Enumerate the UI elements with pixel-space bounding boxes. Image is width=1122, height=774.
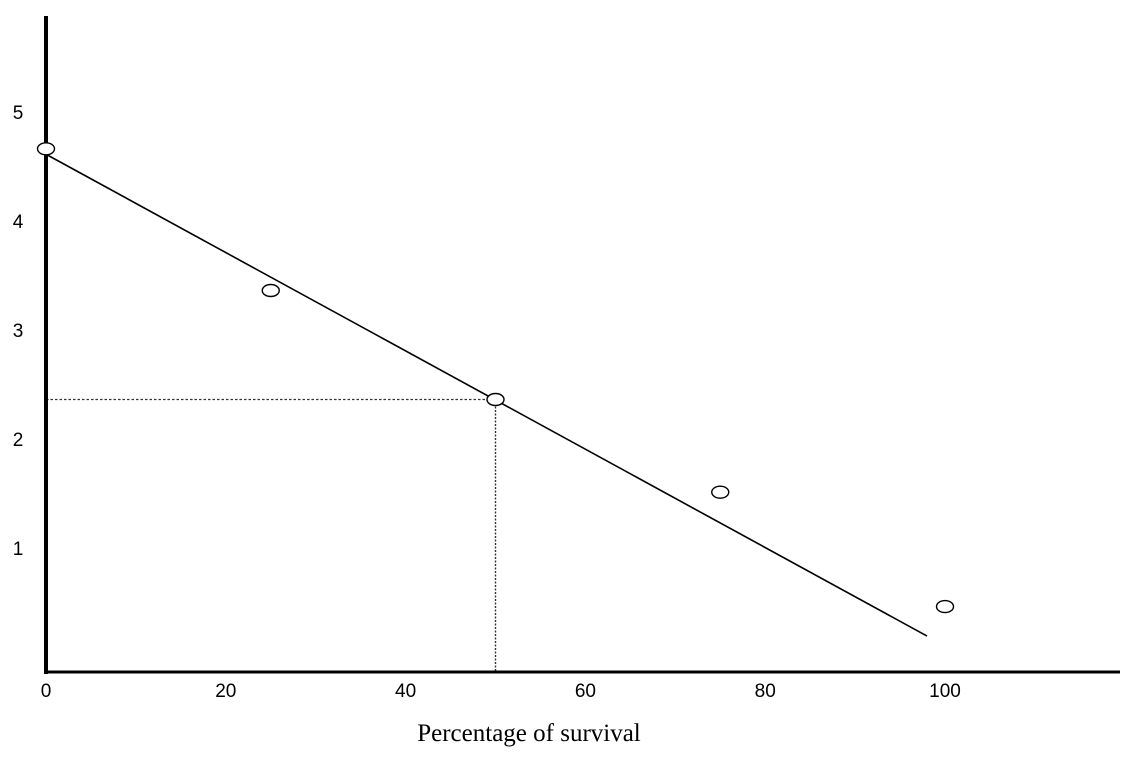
x-tick-label: 100 <box>929 681 961 702</box>
fit-line-layer <box>45 153 928 637</box>
reference-lines <box>46 398 497 672</box>
data-point <box>711 485 730 499</box>
y-tick-labels: 1 2 3 4 5 <box>13 103 24 560</box>
fit-line <box>45 153 928 637</box>
data-points <box>36 142 955 614</box>
axes <box>44 16 1120 674</box>
x-tick-label: 80 <box>755 681 776 702</box>
data-point <box>261 283 280 298</box>
y-tick-label: 1 <box>13 539 24 560</box>
data-point <box>935 599 955 614</box>
data-point <box>486 392 505 407</box>
x-tick-label: 20 <box>215 681 236 702</box>
x-tick-labels: 0 20 40 60 80 100 <box>41 681 961 702</box>
x-tick-label: 0 <box>41 681 52 702</box>
y-tick-label: 3 <box>13 321 24 342</box>
y-tick-label: 2 <box>13 430 24 451</box>
x-axis-title: Percentage of survival <box>417 720 641 747</box>
y-tick-label: 4 <box>13 212 24 233</box>
y-tick-label: 5 <box>13 103 24 124</box>
x-tick-label: 60 <box>575 681 596 702</box>
data-point <box>36 142 56 156</box>
x-tick-label: 40 <box>395 681 416 702</box>
